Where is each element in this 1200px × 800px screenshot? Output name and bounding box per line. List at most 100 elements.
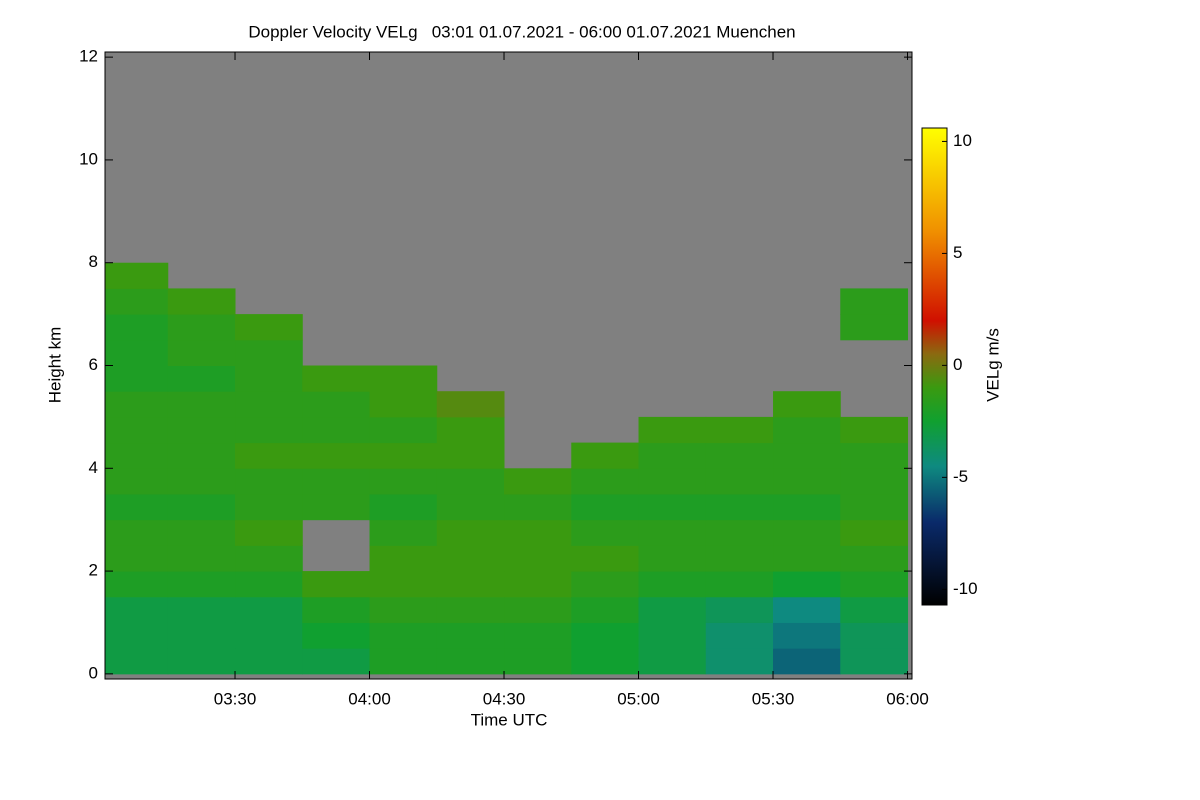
heat-cell: [369, 468, 438, 495]
heat-cell: [773, 571, 841, 598]
heat-cell: [235, 468, 303, 495]
heat-cell: [235, 442, 303, 469]
heat-cell: [773, 519, 841, 546]
y-tick-label: 10: [79, 149, 98, 168]
y-tick-label: 4: [89, 458, 98, 477]
heat-cell: [369, 648, 438, 675]
heat-cell: [105, 622, 169, 649]
heat-cell: [167, 648, 236, 675]
heat-cell: [638, 622, 707, 649]
heat-cell: [504, 622, 572, 649]
heat-cell: [105, 416, 169, 444]
heat-cell: [167, 596, 236, 623]
heat-cell: [840, 519, 909, 546]
heat-cell: [840, 596, 909, 623]
heat-cell: [436, 468, 505, 495]
heat-cell: [167, 622, 236, 649]
heat-cell: [105, 571, 169, 598]
heat-cell: [167, 416, 236, 444]
heat-cell: [436, 416, 505, 444]
heat-cell: [167, 314, 236, 341]
heat-cell: [840, 442, 909, 469]
heat-cell: [235, 365, 303, 392]
heat-cell: [369, 571, 438, 598]
heat-cell: [504, 596, 572, 623]
heat-cell: [840, 468, 909, 495]
heat-cell: [773, 468, 841, 495]
heat-cell: [773, 442, 841, 469]
chart-title: Doppler Velocity VELg 03:01 01.07.2021 -…: [248, 22, 795, 41]
heat-cell: [638, 493, 707, 521]
heat-cell: [571, 596, 640, 623]
heat-cell: [105, 493, 169, 521]
heat-cell: [302, 622, 371, 649]
heat-cell: [235, 493, 303, 521]
heat-cell: [571, 622, 640, 649]
heat-cell: [167, 519, 236, 546]
heat-cell: [773, 545, 841, 572]
heat-cell: [705, 468, 774, 495]
heat-cell: [302, 468, 371, 495]
x-tick-label: 04:00: [348, 689, 391, 708]
heat-cell: [773, 648, 841, 675]
heat-cell: [235, 648, 303, 675]
heat-cell: [638, 596, 707, 623]
colorbar-tick-label: -5: [953, 467, 968, 486]
heat-cell: [638, 519, 707, 546]
heat-cell: [369, 365, 438, 392]
heat-cell: [504, 468, 572, 495]
y-tick-label: 0: [89, 663, 98, 682]
heat-cell: [302, 648, 371, 675]
heat-cell: [105, 339, 169, 366]
heat-cell: [504, 493, 572, 521]
heat-cell: [571, 493, 640, 521]
heat-cell: [773, 416, 841, 444]
x-tick-label: 06:00: [886, 689, 929, 708]
heat-cell: [840, 622, 909, 649]
heat-cell: [773, 391, 841, 418]
heat-cell: [105, 391, 169, 418]
heat-cell: [167, 468, 236, 495]
heat-cell: [105, 442, 169, 469]
heat-cell: [571, 519, 640, 546]
heat-cell: [302, 391, 371, 418]
heat-cell: [105, 468, 169, 495]
heat-cell: [302, 493, 371, 521]
heat-cell: [705, 519, 774, 546]
heat-cell: [105, 314, 169, 341]
heat-cell: [369, 622, 438, 649]
heat-cell: [840, 416, 909, 444]
heat-cell: [638, 442, 707, 469]
x-tick-label: 05:30: [752, 689, 795, 708]
heat-cell: [302, 416, 371, 444]
heat-cell: [436, 648, 505, 675]
heat-cell: [571, 442, 640, 469]
heat-cell: [504, 545, 572, 572]
y-tick-label: 8: [89, 252, 98, 271]
heat-cell: [235, 622, 303, 649]
heat-cell: [235, 391, 303, 418]
heat-cell: [571, 468, 640, 495]
heat-cell: [436, 622, 505, 649]
heat-cell: [504, 519, 572, 546]
heat-cell: [705, 622, 774, 649]
heat-cell: [638, 468, 707, 495]
heat-cell: [235, 314, 303, 341]
heat-cell: [235, 596, 303, 623]
heat-cell: [369, 519, 438, 546]
heat-cell: [840, 571, 909, 598]
heat-cell: [571, 648, 640, 675]
heat-cell: [302, 596, 371, 623]
heat-cell: [235, 339, 303, 366]
x-tick-label: 03:30: [214, 689, 257, 708]
heat-cell: [436, 391, 505, 418]
heat-cell: [369, 596, 438, 623]
heat-cell: [705, 442, 774, 469]
heat-cell: [705, 596, 774, 623]
heat-cell: [840, 493, 909, 521]
heat-cell: [369, 416, 438, 444]
heat-cell: [167, 365, 236, 392]
heat-cell: [302, 571, 371, 598]
heat-cell: [436, 596, 505, 623]
